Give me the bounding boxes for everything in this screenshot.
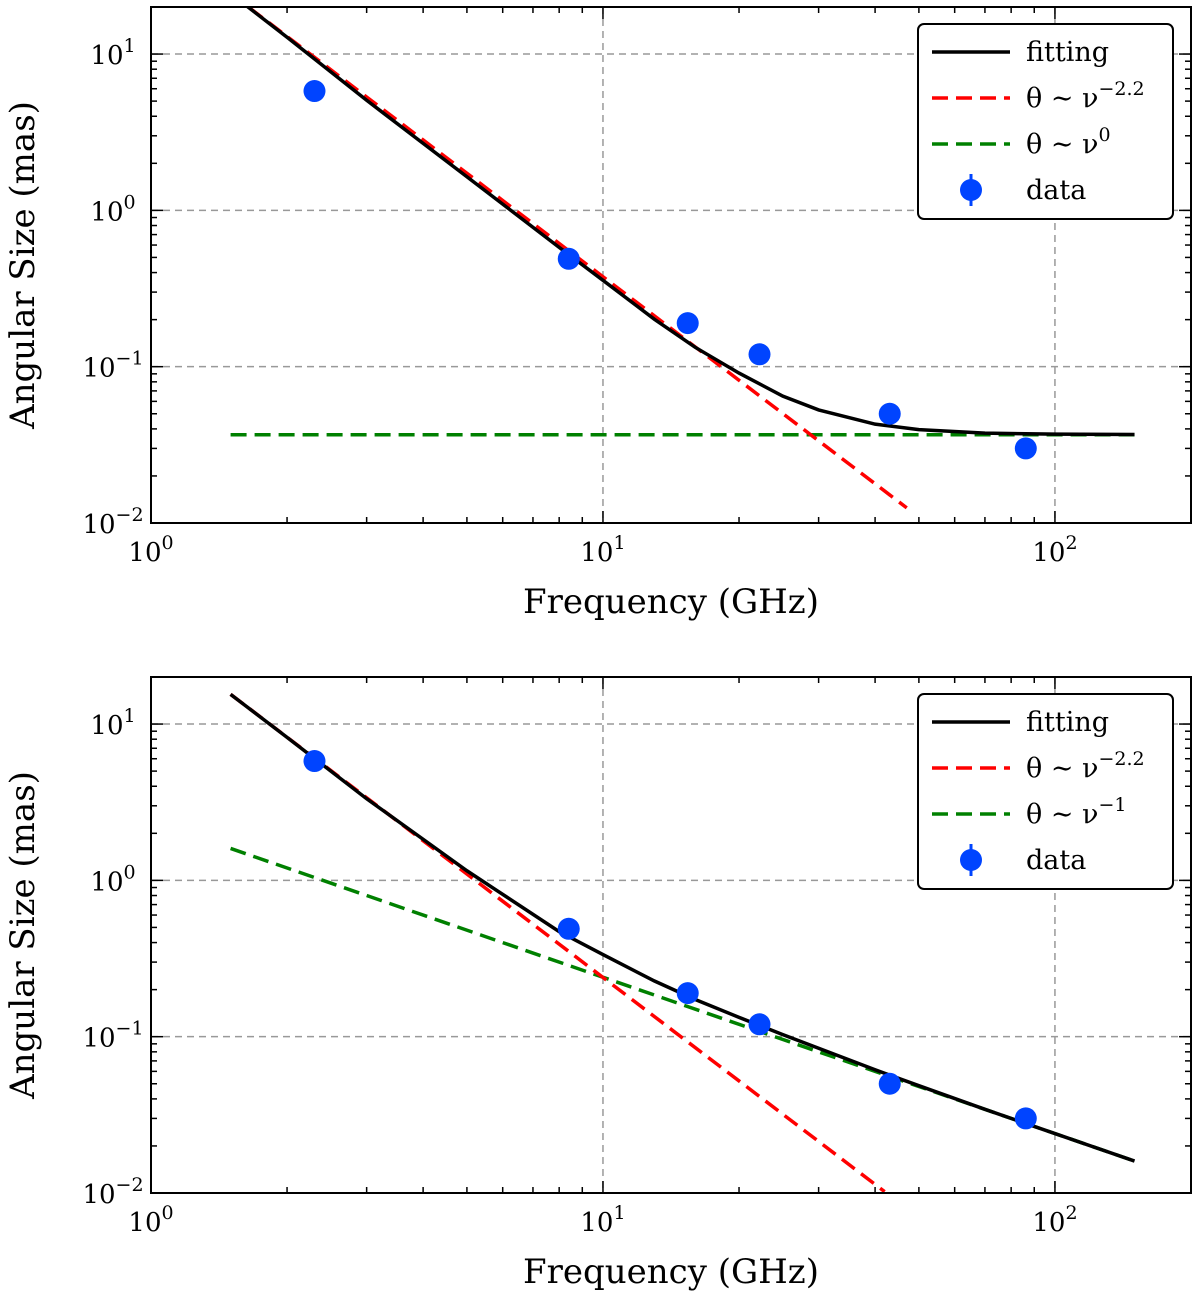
legend-label: θ ∼ ν−2.2 xyxy=(1026,748,1145,784)
legend-label: data xyxy=(1026,845,1086,876)
bottom-panel: 100 101 102 10−2 10−1 100 101 Frequency (GHz) An… xyxy=(3,676,1192,1292)
axes-frame xyxy=(150,676,1192,1194)
data-point xyxy=(676,982,699,1005)
data-point xyxy=(303,80,326,103)
axes-frame xyxy=(150,6,1192,524)
legend-label: θ ∼ ν−2.2 xyxy=(1026,78,1145,114)
legend-label: θ ∼ ν−1 xyxy=(1026,794,1126,830)
legend-swatch-marker xyxy=(960,179,982,201)
legend-label: θ ∼ ν0 xyxy=(1026,124,1111,160)
y-tick-label: 10−2 xyxy=(82,1174,143,1210)
data-point xyxy=(1014,1107,1037,1130)
y-axis-label: Angular Size (mas) xyxy=(3,101,43,430)
x-tick-label: 100 xyxy=(128,532,173,568)
fitting-line xyxy=(245,7,1135,437)
x-axis-label: Frequency (GHz) xyxy=(523,582,819,622)
top-panel: 100 101 102 10−2 10−1 100 101 Frequency (GHz) An… xyxy=(3,6,1192,622)
y-tick-label: 10−2 xyxy=(82,504,143,540)
plot-area xyxy=(229,692,1136,1193)
data-point xyxy=(878,402,901,425)
legend-box xyxy=(917,693,1174,890)
y-tick-label: 100 xyxy=(90,191,135,227)
y-axis-label: Angular Size (mas) xyxy=(3,771,43,1100)
plot-area xyxy=(230,7,1135,510)
data-point xyxy=(557,917,580,940)
y-tick-label: 10−1 xyxy=(82,348,143,384)
x-tick-label: 102 xyxy=(1032,1202,1077,1238)
legend-label: fitting xyxy=(1026,707,1109,738)
legend: fitting θ ∼ ν−2.2 θ ∼ ν0 data xyxy=(917,23,1174,220)
x-tick-label: 101 xyxy=(580,532,625,568)
y-tick-label: 100 xyxy=(90,861,135,897)
data-point xyxy=(748,1013,771,1036)
x-axis-label: Frequency (GHz) xyxy=(523,1252,819,1292)
x-tick-label: 102 xyxy=(1032,532,1077,568)
legend-label: fitting xyxy=(1026,37,1109,68)
legend-swatch-marker xyxy=(960,849,982,871)
legend-label: data xyxy=(1026,175,1086,206)
data-point xyxy=(1014,437,1037,460)
data-point xyxy=(748,343,771,366)
y-tick-label: 101 xyxy=(90,705,135,741)
data-point xyxy=(557,247,580,270)
fitting-line xyxy=(229,692,1136,1163)
red-dashed-line xyxy=(229,692,886,1193)
red-dashed-line xyxy=(245,7,908,510)
x-tick-label: 100 xyxy=(128,1202,173,1238)
legend-box xyxy=(917,23,1174,220)
data-point xyxy=(676,312,699,335)
y-tick-label: 101 xyxy=(90,35,135,71)
data-point xyxy=(878,1072,901,1095)
data-point xyxy=(303,750,326,773)
legend: fitting θ ∼ ν−2.2 θ ∼ ν−1 data xyxy=(917,693,1174,890)
x-tick-label: 101 xyxy=(580,1202,625,1238)
y-tick-label: 10−1 xyxy=(82,1018,143,1054)
